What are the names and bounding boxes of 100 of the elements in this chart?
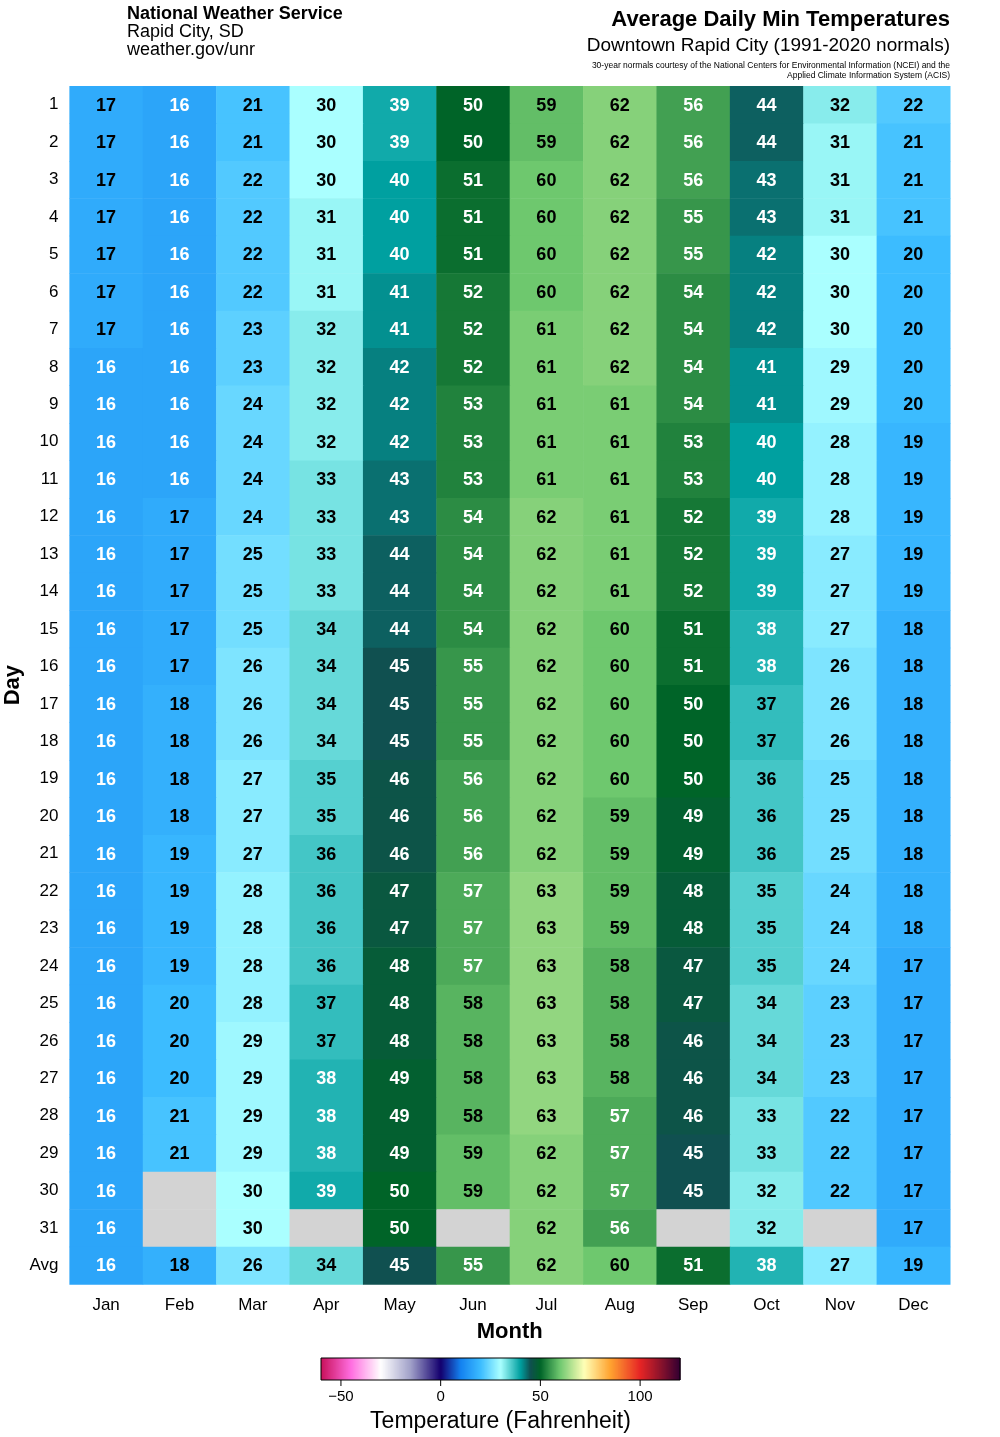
- data-label: 41: [389, 281, 410, 302]
- data-label: 29: [242, 1105, 263, 1126]
- data-label: 44: [389, 618, 410, 639]
- data-label: 43: [389, 469, 410, 490]
- data-label: 56: [462, 768, 484, 789]
- data-label: 52: [462, 319, 484, 340]
- data-label: 57: [462, 918, 484, 939]
- data-label: 62: [609, 319, 630, 340]
- data-label: 17: [96, 207, 117, 228]
- data-label: 16: [169, 319, 190, 340]
- x-tick-label: Apr: [313, 1295, 340, 1315]
- data-label: 38: [316, 1143, 337, 1164]
- data-label: 62: [536, 544, 557, 565]
- data-label: 46: [389, 843, 410, 864]
- data-label: 30: [242, 1218, 263, 1238]
- data-label: 17: [903, 1180, 924, 1201]
- data-label: 16: [169, 431, 190, 452]
- data-label: 16: [169, 244, 190, 265]
- y-tick-label: 30: [39, 1180, 59, 1200]
- data-label: 34: [756, 1068, 777, 1089]
- y-tick-label: 29: [39, 1142, 59, 1162]
- data-label: 62: [536, 1143, 557, 1164]
- data-label: 43: [756, 169, 777, 190]
- data-label: 44: [389, 581, 410, 602]
- data-label: 34: [316, 618, 337, 639]
- data-label: 16: [169, 469, 190, 490]
- data-label: 17: [903, 1030, 924, 1051]
- y-tick-label: 3: [48, 169, 59, 189]
- data-label: 28: [242, 881, 263, 902]
- y-tick-label: 9: [48, 393, 59, 413]
- data-label: 62: [536, 581, 557, 602]
- data-label: 28: [829, 469, 850, 490]
- data-label: 25: [829, 843, 850, 864]
- text: weather.gov/unr: [127, 39, 257, 59]
- data-label: 34: [316, 693, 337, 714]
- data-label: 48: [389, 1030, 410, 1051]
- data-label: 62: [609, 207, 630, 228]
- data-label: 16: [169, 281, 190, 302]
- data-label: 61: [609, 469, 630, 490]
- data-label: 54: [683, 319, 704, 340]
- data-label: 46: [683, 1068, 704, 1089]
- data-label: 17: [169, 581, 190, 602]
- data-label: 43: [756, 207, 777, 228]
- data-label: 20: [903, 319, 924, 340]
- data-label: 57: [462, 955, 484, 976]
- data-label: 62: [609, 94, 630, 115]
- data-label: 27: [242, 768, 263, 789]
- data-label: 16: [169, 94, 190, 115]
- data-label: 20: [169, 1068, 190, 1089]
- data-label: 24: [242, 394, 263, 415]
- data-label: 62: [609, 169, 630, 190]
- data-label: 59: [609, 806, 630, 827]
- data-label: 59: [609, 918, 630, 939]
- y-tick-label: 8: [48, 356, 59, 376]
- data-label: 21: [169, 1143, 190, 1164]
- data-label: 19: [903, 544, 924, 565]
- data-label: 49: [683, 806, 704, 827]
- data-label: 16: [96, 731, 117, 752]
- data-label: 24: [829, 881, 850, 902]
- data-label: 51: [683, 618, 704, 639]
- data-label: 52: [683, 581, 704, 602]
- data-label: 35: [316, 768, 337, 789]
- data-label: 59: [536, 132, 557, 153]
- y-tick-label: 2: [48, 131, 59, 151]
- data-label: 21: [903, 132, 924, 153]
- data-label: 27: [829, 618, 850, 639]
- data-label: 33: [756, 1105, 777, 1126]
- data-label: 16: [96, 693, 117, 714]
- x-tick-label: Sep: [678, 1295, 709, 1315]
- data-label: 61: [609, 544, 630, 565]
- data-label: 19: [903, 506, 924, 527]
- data-label: 62: [536, 656, 557, 677]
- data-label: 36: [316, 918, 337, 939]
- data-label: 61: [536, 356, 557, 377]
- color-bar-label: 50: [532, 1386, 549, 1404]
- data-label: 16: [96, 1218, 117, 1238]
- y-tick-label: 1: [48, 94, 59, 114]
- data-label: 32: [316, 394, 337, 415]
- data-label: 27: [242, 806, 263, 827]
- y-tick-label: 17: [39, 693, 59, 713]
- data-label: 52: [683, 506, 704, 527]
- data-label: 42: [756, 244, 777, 265]
- data-label: 61: [609, 431, 630, 452]
- data-label: 50: [462, 132, 484, 153]
- data-label: 22: [242, 281, 263, 302]
- data-label: 62: [536, 768, 557, 789]
- data-label: 41: [756, 356, 777, 377]
- data-label: 31: [829, 132, 850, 153]
- data-label: 49: [683, 843, 704, 864]
- data-label: 31: [316, 207, 337, 228]
- data-label: 16: [96, 506, 117, 527]
- data-label: 17: [903, 1218, 924, 1238]
- y-tick-label: 7: [48, 319, 59, 339]
- data-label: 16: [169, 132, 190, 153]
- data-label: 16: [96, 544, 117, 565]
- data-label: 40: [389, 207, 410, 228]
- data-label: 23: [829, 993, 850, 1014]
- data-label: 19: [169, 955, 190, 976]
- data-label: 16: [96, 431, 117, 452]
- data-label: 27: [829, 544, 850, 565]
